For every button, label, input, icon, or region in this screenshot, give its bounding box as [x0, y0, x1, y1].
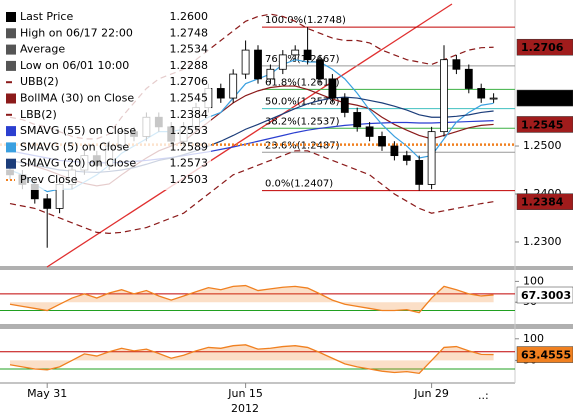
legend-value: 1.2288	[170, 59, 209, 72]
fib-label: 38.2%(1.2537)	[265, 116, 340, 127]
fib-label: 0.0%(1.2407)	[265, 179, 333, 190]
oscillator-line	[9, 284, 494, 314]
candle-body	[278, 54, 287, 70]
price-tag	[516, 116, 573, 133]
candle-body	[254, 49, 262, 80]
legend-value: 1.2503	[170, 173, 209, 186]
legend-swatch	[6, 93, 16, 104]
legend-label: SMAVG (5) on Close	[20, 140, 129, 153]
legend-label: High on 06/17 22:00	[20, 26, 133, 39]
legend-label: Average	[20, 43, 65, 56]
fib-label: 100.0%(1.2748)	[265, 15, 346, 26]
candle-body	[365, 126, 374, 137]
legend-value: 1.2600	[170, 10, 209, 23]
candle-body	[266, 68, 275, 80]
indicator-line	[9, 150, 494, 234]
legend-label: Last Price	[20, 10, 73, 23]
candle-body	[452, 59, 461, 70]
candle-body	[415, 160, 424, 185]
y-tick-label: 100	[523, 274, 544, 287]
candle-body	[303, 49, 312, 61]
price-tag	[516, 346, 573, 363]
legend-label: Prev Close	[20, 173, 78, 186]
x-year-label: 2012	[231, 402, 259, 415]
legend-swatch	[6, 126, 16, 137]
legend-label: LBB(2)	[20, 108, 57, 121]
y-tick-label: 1.2500	[523, 139, 562, 152]
oscillator-area	[10, 344, 494, 374]
candle-body	[291, 49, 300, 56]
legend-swatch	[6, 44, 16, 55]
candle-body	[229, 73, 238, 99]
x-tick-label: Jun 29	[413, 387, 449, 400]
legend-swatch	[6, 28, 16, 39]
price-tag	[516, 286, 573, 304]
price-tag-label: 1.2545	[521, 118, 563, 131]
oscillator-line	[9, 344, 494, 375]
candle-body	[477, 88, 486, 99]
panel-divider	[0, 324, 573, 329]
legend-swatch	[6, 12, 16, 22]
panel-divider	[0, 266, 573, 270]
candle-body	[402, 155, 411, 161]
price-tag-label: 1.2706	[521, 41, 564, 54]
legend-swatch	[6, 60, 16, 71]
candle-body	[440, 59, 448, 133]
legend-value: 1.2573	[170, 157, 209, 170]
price-tag	[516, 193, 573, 210]
fib-label: 50.0%(1.2578)	[265, 97, 340, 108]
price-tag	[516, 89, 573, 107]
legend-label: Low on 06/01 10:00	[20, 59, 129, 72]
candle-body	[328, 78, 337, 99]
x-more-label: ..:	[478, 389, 489, 402]
candle-body	[489, 97, 498, 100]
candle-body	[390, 145, 399, 157]
price-tag-label: 1.2600	[521, 92, 564, 105]
legend-label: BollMA (30) on Close	[20, 92, 134, 105]
fib-label: 61.8%(1.2618)	[265, 77, 340, 88]
candle-body	[241, 49, 250, 75]
y-tick-label: 100	[523, 332, 544, 345]
legend-value: 1.2534	[170, 43, 209, 56]
legend-value: 1.2545	[170, 92, 209, 105]
candle-body	[464, 68, 473, 89]
candle-body	[427, 131, 436, 185]
legend-label: SMAVG (20) on Close	[20, 157, 136, 170]
x-tick-label: Jun 15	[227, 387, 263, 400]
legend-value: 1.2706	[170, 75, 209, 88]
price-tag-label: 1.2384	[521, 196, 564, 209]
price-tag-label: 63.4555	[521, 349, 571, 362]
candle-body	[43, 198, 52, 209]
legend-value: 1.2553	[170, 124, 209, 137]
legend-value: 1.2589	[170, 140, 209, 153]
candle-body	[378, 136, 386, 147]
price-tag-label: 67.3003	[521, 289, 571, 302]
x-tick-label: May 31	[27, 387, 67, 400]
candle-body	[316, 59, 324, 80]
candle-body	[353, 112, 362, 128]
y-tick-label: 1.2300	[523, 235, 562, 248]
legend-label: UBB(2)	[20, 75, 59, 88]
legend-swatch	[6, 142, 16, 153]
legend-label: SMAVG (55) on Close	[20, 124, 136, 137]
oscillator-area	[10, 285, 494, 313]
legend-box	[0, 8, 211, 190]
candle-body	[340, 97, 349, 113]
legend-value: 1.2748	[170, 26, 209, 39]
fib-label: 23.6%(1.2487)	[265, 140, 340, 151]
price-tag	[516, 38, 573, 56]
legend-value: 1.2384	[170, 108, 209, 121]
candle-body	[216, 88, 225, 99]
trend-line	[46, 3, 453, 268]
legend-swatch	[6, 158, 16, 169]
fib-label: 76.4%(1.2667)	[265, 54, 340, 65]
